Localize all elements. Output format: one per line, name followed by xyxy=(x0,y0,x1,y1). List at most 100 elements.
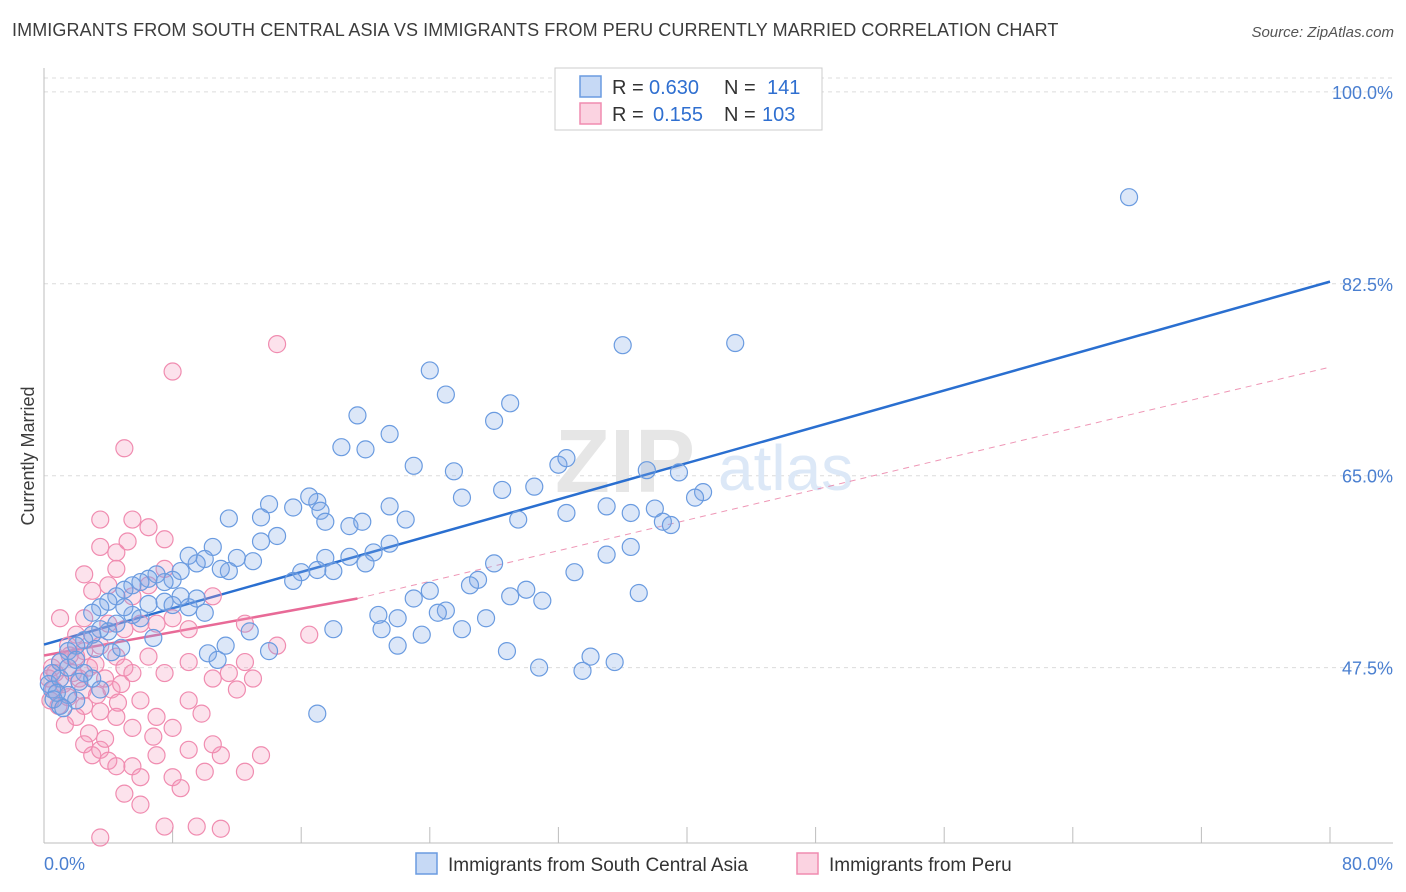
point-peru xyxy=(163,362,182,381)
point-peru xyxy=(131,768,150,787)
point-south-central-asia xyxy=(380,497,399,516)
point-peru xyxy=(155,817,174,836)
point-peru xyxy=(203,587,222,606)
point-south-central-asia xyxy=(485,554,504,573)
point-south-central-asia xyxy=(308,704,327,723)
point-south-central-asia xyxy=(530,658,549,677)
point-south-central-asia xyxy=(517,580,536,599)
x-tick-label: 80.0% xyxy=(1342,854,1393,874)
point-south-central-asia xyxy=(436,385,455,404)
point-south-central-asia xyxy=(661,515,681,535)
point-south-central-asia xyxy=(324,620,343,639)
point-peru xyxy=(131,795,150,814)
point-peru xyxy=(95,729,115,748)
point-peru xyxy=(155,530,174,549)
point-peru xyxy=(95,669,115,688)
point-south-central-asia xyxy=(115,598,134,617)
point-peru xyxy=(203,735,222,754)
point-south-central-asia xyxy=(685,488,705,507)
point-south-central-asia xyxy=(493,480,512,500)
point-south-central-asia xyxy=(259,642,279,661)
stats-legend: R = 0.630 N = 141 R = 0.155 N = 103 xyxy=(554,67,823,131)
point-south-central-asia xyxy=(251,532,271,551)
point-south-central-asia xyxy=(597,497,616,516)
chart-title: IMMIGRANTS FROM SOUTH CENTRAL ASIA VS IM… xyxy=(12,20,1059,40)
point-peru xyxy=(235,652,255,672)
point-peru xyxy=(171,779,190,798)
bottom-legend-label-south-central-asia: Immigrants from South Central Asia xyxy=(448,855,748,876)
point-south-central-asia xyxy=(380,534,399,553)
legend-r-value-2: 0.155 xyxy=(653,104,703,126)
grid-lines xyxy=(44,77,1393,669)
point-south-central-asia xyxy=(460,576,480,595)
point-peru xyxy=(187,817,206,836)
x-tick-labels: 0.0% 80.0% xyxy=(44,854,1393,874)
point-south-central-asia xyxy=(308,560,327,580)
series-legend: Immigrants from South Central Asia Immig… xyxy=(415,852,1012,876)
point-peru xyxy=(139,518,158,537)
y-tick-label: 47.5% xyxy=(1342,659,1393,679)
point-south-central-asia xyxy=(67,650,86,669)
bottom-legend-swatch-south-central-asia xyxy=(415,852,438,875)
legend-swatch-peru xyxy=(579,102,602,125)
point-peru xyxy=(91,702,110,721)
chart-source: Source: ZipAtlas.com xyxy=(1251,24,1394,41)
point-south-central-asia xyxy=(645,499,664,518)
axes xyxy=(43,68,1393,844)
point-south-central-asia xyxy=(485,411,504,430)
point-south-central-asia xyxy=(332,438,351,457)
point-south-central-asia xyxy=(452,620,472,639)
point-peru xyxy=(219,663,238,683)
point-south-central-asia xyxy=(163,595,182,615)
point-peru xyxy=(179,652,198,672)
point-south-central-asia xyxy=(428,603,447,622)
point-south-central-asia xyxy=(112,638,131,657)
point-south-central-asia xyxy=(388,609,407,628)
point-peru xyxy=(300,625,319,644)
point-south-central-asia xyxy=(348,406,367,425)
x-tick-label: 0.0% xyxy=(44,854,85,874)
point-peru xyxy=(55,715,74,734)
point-peru xyxy=(107,707,126,727)
point-peru xyxy=(118,532,137,551)
point-peru xyxy=(83,581,102,600)
point-south-central-asia xyxy=(726,333,745,353)
point-south-central-asia xyxy=(1119,188,1139,207)
trend-lines xyxy=(43,280,1331,657)
point-south-central-asia xyxy=(605,652,624,672)
point-south-central-asia xyxy=(573,661,592,680)
point-south-central-asia xyxy=(227,548,246,568)
point-south-central-asia xyxy=(669,463,689,482)
point-south-central-asia xyxy=(452,488,472,507)
point-south-central-asia xyxy=(629,583,648,603)
legend-n-value-1: 141 xyxy=(767,77,800,99)
point-peru xyxy=(87,685,107,705)
trend-line-peru xyxy=(43,597,358,657)
point-peru xyxy=(79,724,99,743)
point-south-central-asia xyxy=(86,639,105,659)
point-south-central-asia xyxy=(300,487,319,506)
point-south-central-asia xyxy=(83,603,102,622)
point-south-central-asia xyxy=(380,424,399,444)
point-south-central-asia xyxy=(533,591,552,610)
legend-r-label-2: R = xyxy=(612,104,644,126)
point-peru xyxy=(179,691,198,710)
point-peru xyxy=(235,762,255,781)
legend-r-value-1: 0.630 xyxy=(649,77,699,99)
point-peru xyxy=(203,669,222,688)
bottom-legend-label-peru: Immigrants from Peru xyxy=(829,855,1012,876)
point-peru xyxy=(163,609,182,628)
point-south-central-asia xyxy=(497,642,517,661)
point-peru xyxy=(243,669,263,688)
point-south-central-asia xyxy=(70,672,89,691)
point-south-central-asia xyxy=(311,501,330,520)
point-south-central-asia xyxy=(501,394,520,413)
point-south-central-asia xyxy=(412,625,431,644)
point-south-central-asia xyxy=(102,643,121,662)
point-south-central-asia xyxy=(195,603,214,622)
point-peru xyxy=(115,784,134,803)
point-south-central-asia xyxy=(369,605,388,625)
point-peru xyxy=(107,559,126,578)
watermark-zip: ZIP xyxy=(555,412,695,512)
point-south-central-asia xyxy=(525,477,544,496)
